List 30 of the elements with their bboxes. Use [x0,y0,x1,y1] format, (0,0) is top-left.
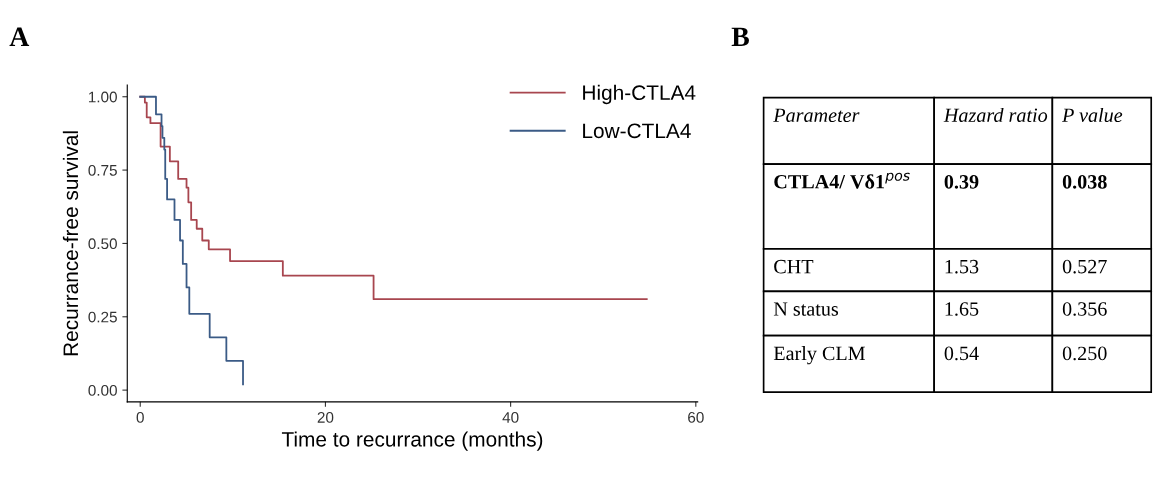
text: 1.53 [945,259,979,274]
x-tick-label: 20 [317,411,334,423]
text: B [731,27,749,46]
x-tick-label: 60 [688,411,704,423]
y-axis-title: Recurrance-free survival [62,131,79,356]
y-tick-label: 0.75 [88,164,117,176]
x-tick-label: 40 [502,411,519,423]
y-tick-label: 0.25 [88,311,117,323]
text: N status [773,302,839,316]
chart-title: A [9,27,30,46]
text: CTLA4/ Vδ1$^{pos}$ [774,172,910,189]
x-axis-title: Time to recurrance (months) [281,431,543,451]
text: 0.527 [1062,259,1107,274]
text: Hazard ratio [943,107,1048,123]
legend-label: Low-CTLA4 [583,123,691,139]
y-tick-label: 0.50 [88,238,117,250]
text: P value [1061,107,1123,123]
text: 1.65 [945,302,979,316]
text: 0.356 [1062,302,1107,316]
y-tick-label: 0.00 [88,384,117,396]
text: 0.39 [944,175,979,189]
x-tick-label: 0 [136,411,144,423]
legend-label: High-CTLA4 [583,84,696,105]
text: Parameter [773,108,860,123]
text: 0.54 [944,346,979,361]
y-tick-label: 1.00 [88,91,117,103]
text: 0.038 [1062,175,1107,189]
text: Early CLM [773,346,866,365]
text: 0.250 [1062,346,1107,361]
text: CHT [774,259,814,274]
